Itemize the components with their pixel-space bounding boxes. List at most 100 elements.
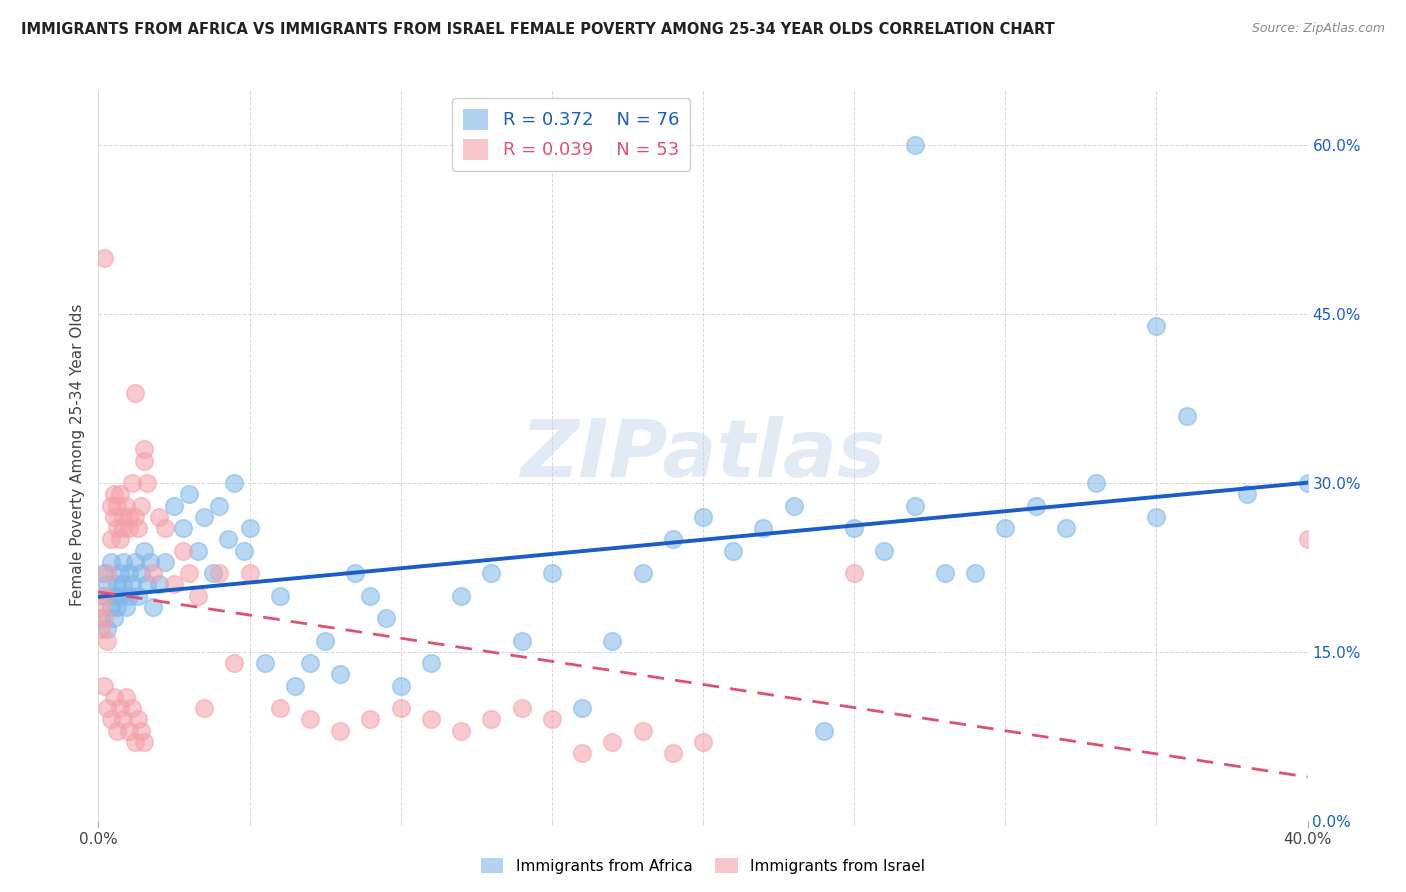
Point: [1236, 487, 1258, 501]
Point: [148, 577, 170, 591]
Point: [187, 589, 209, 603]
Point: [114, 690, 136, 704]
Point: [105, 599, 128, 614]
Point: [813, 723, 835, 738]
Point: [844, 566, 866, 580]
Point: [90, 611, 112, 625]
Point: [1085, 476, 1108, 491]
Point: [93, 251, 115, 265]
Point: [105, 499, 128, 513]
Point: [965, 566, 987, 580]
Text: Source: ZipAtlas.com: Source: ZipAtlas.com: [1251, 22, 1385, 36]
Point: [111, 509, 134, 524]
Point: [93, 589, 115, 603]
Point: [1054, 521, 1077, 535]
Point: [93, 611, 115, 625]
Point: [127, 521, 149, 535]
Point: [299, 656, 322, 670]
Point: [239, 521, 262, 535]
Point: [93, 679, 115, 693]
Point: [1175, 409, 1198, 423]
Point: [783, 499, 806, 513]
Point: [172, 543, 194, 558]
Point: [314, 633, 336, 648]
Point: [1296, 533, 1319, 547]
Point: [135, 476, 157, 491]
Point: [139, 555, 162, 569]
Point: [100, 499, 122, 513]
Point: [100, 533, 122, 547]
Point: [96, 566, 118, 580]
Point: [179, 487, 201, 501]
Point: [692, 509, 714, 524]
Point: [224, 476, 246, 491]
Point: [450, 723, 472, 738]
Point: [121, 577, 143, 591]
Point: [100, 712, 122, 726]
Point: [105, 723, 128, 738]
Point: [193, 509, 215, 524]
Point: [299, 712, 322, 726]
Point: [208, 499, 231, 513]
Point: [108, 487, 131, 501]
Point: [96, 577, 118, 591]
Point: [232, 543, 254, 558]
Point: [121, 476, 143, 491]
Point: [103, 589, 125, 603]
Point: [239, 566, 262, 580]
Text: IMMIGRANTS FROM AFRICA VS IMMIGRANTS FROM ISRAEL FEMALE POVERTY AMONG 25-34 YEAR: IMMIGRANTS FROM AFRICA VS IMMIGRANTS FRO…: [21, 22, 1054, 37]
Y-axis label: Female Poverty Among 25-34 Year Olds: Female Poverty Among 25-34 Year Olds: [69, 304, 84, 606]
Point: [994, 521, 1017, 535]
Point: [142, 566, 165, 580]
Point: [202, 566, 225, 580]
Point: [934, 566, 956, 580]
Point: [118, 509, 141, 524]
Point: [269, 589, 291, 603]
Point: [129, 723, 152, 738]
Point: [661, 746, 683, 760]
Point: [329, 667, 352, 681]
Point: [904, 499, 927, 513]
Point: [111, 577, 134, 591]
Point: [360, 589, 382, 603]
Point: [904, 138, 927, 153]
Point: [93, 589, 115, 603]
Point: [129, 566, 152, 580]
Point: [124, 555, 146, 569]
Point: [96, 701, 118, 715]
Point: [420, 712, 443, 726]
Point: [329, 723, 352, 738]
Point: [631, 566, 654, 580]
Point: [103, 487, 125, 501]
Point: [602, 633, 624, 648]
Point: [96, 623, 118, 637]
Point: [450, 589, 472, 603]
Point: [163, 577, 186, 591]
Point: [108, 589, 131, 603]
Point: [540, 566, 562, 580]
Point: [1296, 476, 1319, 491]
Point: [571, 746, 593, 760]
Point: [108, 566, 131, 580]
Point: [132, 543, 155, 558]
Point: [118, 723, 141, 738]
Point: [118, 566, 141, 580]
Point: [179, 566, 201, 580]
Point: [481, 566, 503, 580]
Point: [114, 499, 136, 513]
Point: [124, 386, 146, 401]
Point: [193, 701, 215, 715]
Point: [108, 701, 131, 715]
Point: [481, 712, 503, 726]
Text: ZIPatlas: ZIPatlas: [520, 416, 886, 494]
Point: [108, 533, 131, 547]
Point: [208, 566, 231, 580]
Point: [121, 701, 143, 715]
Point: [103, 690, 125, 704]
Point: [105, 577, 128, 591]
Point: [100, 555, 122, 569]
Point: [127, 712, 149, 726]
Point: [96, 633, 118, 648]
Point: [1144, 509, 1167, 524]
Point: [172, 521, 194, 535]
